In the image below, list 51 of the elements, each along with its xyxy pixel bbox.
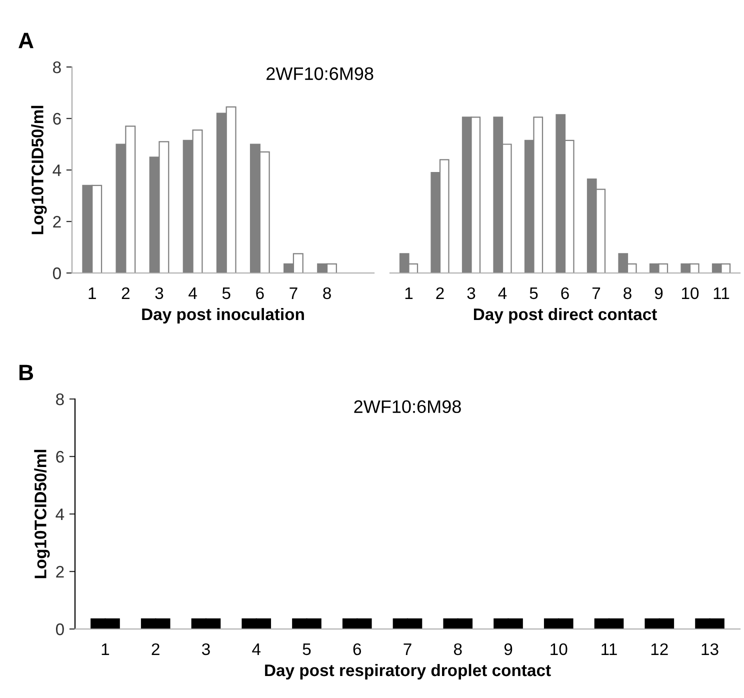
y-axis-title: Log10TCID50/ml	[34, 450, 50, 578]
x-tick-label: 7	[592, 288, 600, 299]
x-tick-label: 2	[122, 287, 130, 299]
y-tick-label: 6	[53, 112, 61, 125]
text: A	[18, 32, 34, 48]
x-axis-title: Day post respiratory droplet contact	[265, 664, 551, 680]
x-tick-label: 11	[714, 288, 730, 299]
x-tick-label: 2	[152, 643, 160, 655]
text: B	[19, 364, 34, 380]
x-tick-label: 2	[436, 287, 444, 299]
x-tick-label: 11	[602, 644, 617, 655]
y-tick-label: 2	[56, 566, 64, 578]
chart-title: 2WF10:6M98	[354, 400, 461, 414]
x-tick-label: 8	[624, 287, 632, 300]
y-tick-label: 4	[56, 508, 64, 520]
x-tick-label: 12	[651, 643, 668, 655]
chart-title: 2WF10:6M98	[266, 67, 374, 80]
x-tick-label: 4	[188, 288, 197, 299]
x-tick-label: 4	[498, 288, 507, 299]
y-tick-label: 0	[52, 267, 61, 280]
x-tick-label: 7	[404, 644, 412, 655]
x-tick-label: 8	[323, 287, 331, 300]
x-tick-label: 5	[530, 288, 538, 300]
x-tick-label: 10	[550, 643, 568, 656]
y-tick-label: 8	[53, 61, 61, 74]
y-tick-label: 4	[52, 164, 62, 176]
x-axis-title: Day post inoculation	[142, 308, 304, 324]
x-tick-label: 7	[290, 288, 298, 299]
x-axis-title: Day post direct contact	[474, 308, 657, 324]
x-tick-label: 1	[102, 644, 110, 655]
x-tick-label: 1	[88, 288, 96, 299]
y-tick-label: 2	[53, 216, 61, 228]
y-tick-label: 8	[56, 393, 64, 406]
y-axis-title: Log10TCID50/ml	[31, 106, 47, 234]
x-tick-label: 6	[256, 287, 264, 300]
x-tick-label: 9	[504, 643, 512, 656]
x-tick-label: 3	[467, 287, 476, 300]
x-tick-label: 10	[682, 287, 699, 300]
x-tick-label: 13	[702, 643, 718, 656]
x-tick-label: 6	[353, 643, 362, 656]
y-tick-label: 6	[56, 450, 64, 463]
x-tick-label: 8	[454, 643, 462, 656]
x-tick-label: 1	[405, 288, 413, 299]
y-tick-label: 0	[56, 623, 64, 636]
x-tick-label: 9	[654, 287, 663, 300]
x-tick-label: 4	[252, 644, 261, 655]
x-tick-label: 3	[155, 287, 164, 300]
x-tick-label: 5	[222, 288, 230, 300]
x-tick-label: 5	[302, 644, 311, 656]
x-tick-label: 6	[561, 287, 569, 300]
x-tick-label: 3	[202, 643, 210, 656]
